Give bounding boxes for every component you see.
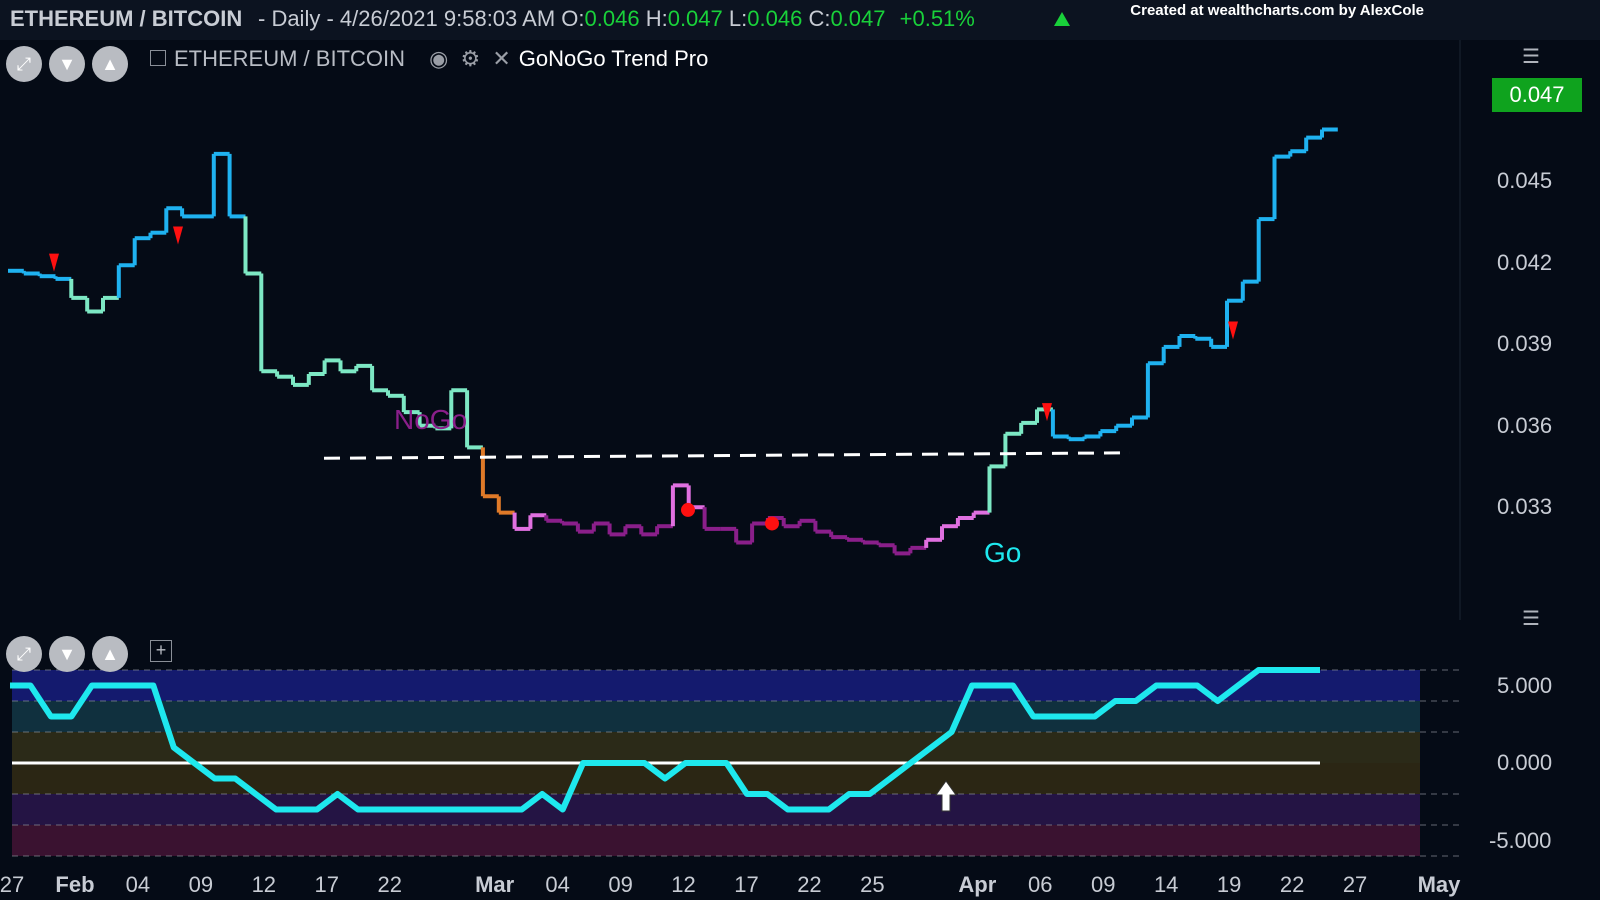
x-tick-label: 12: [251, 872, 277, 897]
x-tick-label: 22: [1279, 872, 1305, 897]
indicator-name: GoNoGo Trend Pro: [518, 46, 709, 71]
oscillator-band-2: [12, 732, 1420, 763]
oscillator-tick-label: -5.000: [1489, 827, 1552, 853]
x-tick-label: 27: [1342, 872, 1368, 897]
x-tick-label: 09: [1090, 872, 1116, 897]
x-tick-label: 22: [797, 872, 822, 897]
ohlc-readout: - Daily - 4/26/2021 9:58:03 AM O:0.046 H…: [258, 6, 975, 32]
x-tick-label: 06: [1028, 872, 1053, 897]
open-value: 0.046: [584, 6, 640, 31]
x-tick-label: 14: [1153, 872, 1179, 897]
oscillator-band-1: [12, 701, 1420, 732]
date-info: - Daily - 4/26/2021 9:58:03 AM O:: [258, 6, 585, 31]
red-dot-marker: [765, 516, 779, 531]
price-chart[interactable]: [0, 40, 1600, 620]
oscillator-band-5: [12, 825, 1420, 856]
x-tick-label: 12: [671, 872, 696, 897]
x-tick-label: Mar: [475, 872, 515, 897]
high-label: H:: [645, 6, 668, 31]
x-tick-label: 17: [314, 872, 340, 897]
down-triangle-marker: [173, 226, 183, 245]
scroll-down-button[interactable]: ▼: [49, 46, 85, 82]
go-label: Go: [984, 537, 1022, 568]
red-dot-marker: [681, 502, 695, 517]
plus-box-icon[interactable]: +: [150, 640, 172, 662]
symbol-title: ETHEREUM / BITCOIN: [10, 6, 243, 31]
down-triangle-marker: [1042, 403, 1052, 422]
expand-button[interactable]: ⤢: [6, 46, 42, 82]
nogo-label: NoGo: [394, 404, 468, 435]
x-tick-label: May: [1417, 872, 1461, 897]
top-info-bar: ETHEREUM / BITCOIN - Daily - 4/26/2021 9…: [0, 0, 1600, 40]
oscillator-tick-label: 0.000: [1497, 750, 1553, 775]
x-tick-label: 09: [608, 872, 633, 897]
close-icon[interactable]: ✕: [492, 46, 511, 71]
x-tick-label: 22: [377, 872, 402, 897]
last-price-badge: 0.047: [1492, 78, 1582, 112]
close-label: C:: [808, 6, 831, 31]
oscillator-chart[interactable]: [0, 640, 1600, 860]
scroll-down-button[interactable]: ▼: [49, 636, 85, 672]
hamburger-icon[interactable]: ☰: [1522, 46, 1540, 68]
x-tick-label: 17: [734, 872, 759, 897]
y-tick-label: 0.045: [1497, 168, 1553, 194]
eye-icon[interactable]: ◉: [429, 46, 449, 71]
expand-button[interactable]: ⤢: [6, 636, 42, 672]
credit-text: Created at wealthcharts.com by AlexCole: [1130, 2, 1424, 19]
close-value: 0.047: [830, 6, 886, 31]
scroll-up-button[interactable]: ▲: [92, 636, 128, 672]
price-plot-area: [0, 40, 1460, 620]
change-value: +0.51%: [899, 6, 975, 31]
low-value: 0.046: [747, 6, 803, 31]
support-dashed-line: [323, 451, 1131, 460]
x-tick-label: 27: [0, 872, 25, 897]
low-label: L:: [728, 6, 748, 31]
x-tick-label: 04: [545, 872, 570, 897]
y-tick-label: 0.039: [1497, 331, 1553, 357]
legend-symbol: ETHEREUM / BITCOIN: [174, 46, 406, 71]
x-tick-label: 19: [1216, 872, 1242, 897]
oscillator-line: [10, 667, 1320, 813]
x-tick-label: 25: [860, 872, 885, 897]
gear-icon[interactable]: ⚙: [460, 46, 481, 71]
y-tick-label: 0.033: [1497, 494, 1553, 520]
scroll-up-button[interactable]: ▲: [92, 46, 128, 82]
up-triangle-icon: [1054, 12, 1070, 26]
minus-box-icon[interactable]: [150, 50, 166, 67]
up-arrow-marker: [935, 780, 957, 812]
y-tick-label: 0.036: [1497, 412, 1553, 438]
x-tick-label: 04: [125, 872, 151, 897]
oscillator-band-4: [12, 794, 1420, 825]
y-tick-label: 0.042: [1497, 249, 1553, 275]
oscillator-tick-label: 5.000: [1497, 672, 1553, 698]
x-tick-label: Apr: [958, 872, 997, 897]
high-value: 0.047: [667, 6, 723, 31]
down-triangle-marker: [1228, 321, 1238, 340]
x-tick-label: Feb: [55, 872, 95, 897]
chart-legend: ETHEREUM / BITCOIN ◉ ⚙ ✕ GoNoGo Trend Pro: [150, 46, 708, 72]
hamburger-icon[interactable]: ☰: [1522, 608, 1540, 630]
down-triangle-marker: [49, 253, 59, 272]
x-tick-label: 09: [188, 872, 214, 897]
